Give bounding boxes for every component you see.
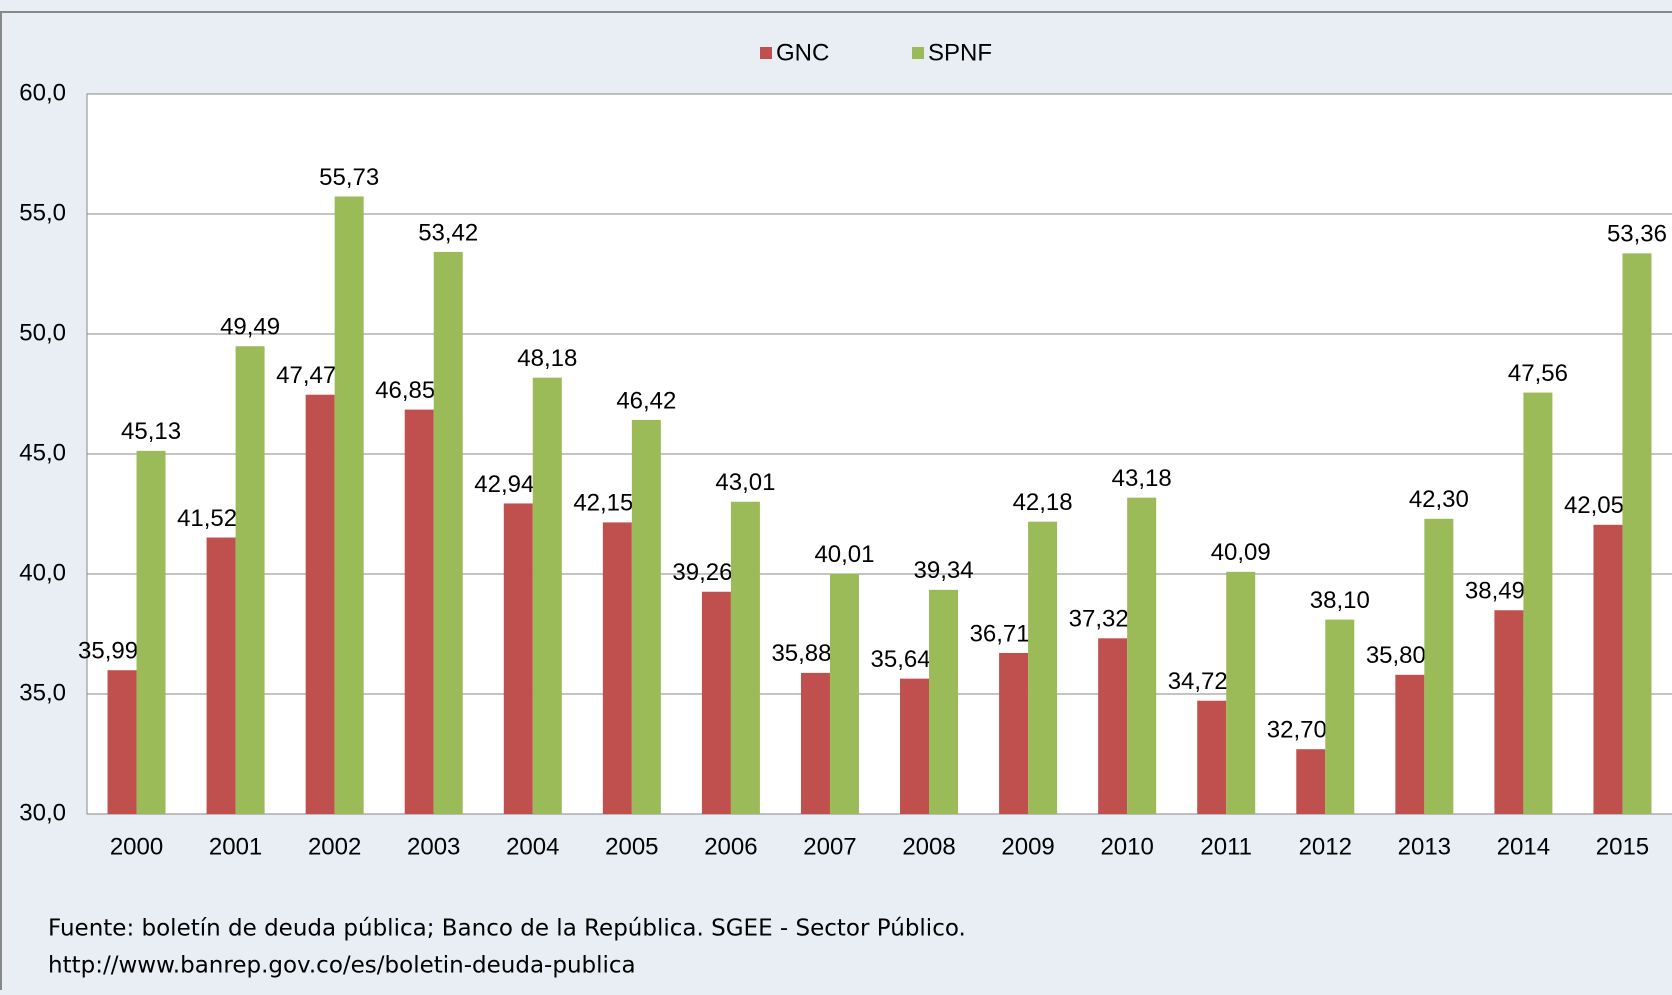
bar <box>1395 674 1425 814</box>
legend-label: GNC <box>776 39 829 66</box>
x-tick-label: 2013 <box>1398 833 1451 860</box>
bar <box>136 450 166 814</box>
bar <box>1028 521 1058 814</box>
value-label: 35,64 <box>871 646 931 673</box>
source-url: http://www.banrep.gov.co/es/boletin-deud… <box>48 953 636 979</box>
x-tick-label: 2012 <box>1299 833 1352 860</box>
x-tick-label: 2004 <box>506 833 559 860</box>
y-tick-label: 50,0 <box>19 319 66 346</box>
bar <box>433 251 463 815</box>
x-tick-label: 2001 <box>209 833 262 860</box>
bar <box>1593 524 1623 814</box>
value-label: 42,18 <box>1013 489 1073 516</box>
value-label: 42,15 <box>573 490 633 517</box>
value-label: 39,26 <box>672 559 732 586</box>
bar <box>206 537 236 814</box>
bar <box>1296 749 1326 814</box>
bar <box>334 196 364 815</box>
value-label: 43,01 <box>715 469 775 496</box>
bar <box>503 503 533 814</box>
value-label: 42,30 <box>1409 486 1469 513</box>
source-note: Fuente: boletín de deuda pública; Banco … <box>48 916 966 942</box>
value-label: 47,56 <box>1508 360 1568 387</box>
x-tick-label: 2011 <box>1200 833 1252 860</box>
value-label: 35,99 <box>78 638 138 665</box>
value-label: 53,42 <box>418 219 478 246</box>
bar <box>532 377 562 814</box>
value-label: 41,52 <box>177 505 237 532</box>
value-label: 38,49 <box>1465 578 1525 605</box>
bar <box>900 678 930 814</box>
x-tick-label: 2009 <box>1001 833 1054 860</box>
x-tick-label: 2000 <box>110 833 163 860</box>
bar <box>404 409 434 814</box>
value-label: 40,01 <box>814 541 874 568</box>
legend-swatch <box>912 47 924 59</box>
y-tick-label: 40,0 <box>19 559 66 586</box>
value-label: 42,05 <box>1564 492 1624 519</box>
value-label: 48,18 <box>517 345 577 372</box>
y-tick-label: 55,0 <box>19 199 66 226</box>
legend-label: SPNF <box>928 39 992 66</box>
x-tick-label: 2006 <box>704 833 757 860</box>
value-label: 42,94 <box>474 471 534 498</box>
bar <box>1523 392 1553 814</box>
bar <box>1622 253 1652 815</box>
value-label: 53,36 <box>1607 221 1667 248</box>
bar <box>701 591 731 814</box>
y-tick-label: 35,0 <box>19 679 66 706</box>
value-label: 37,32 <box>1069 606 1129 633</box>
bar <box>107 670 137 814</box>
value-label: 35,88 <box>771 640 831 667</box>
value-label: 34,72 <box>1168 668 1228 695</box>
bar <box>829 573 859 814</box>
x-tick-label: 2002 <box>308 833 361 860</box>
value-label: 46,85 <box>375 377 435 404</box>
bar <box>305 394 335 814</box>
bar <box>1494 610 1524 814</box>
value-label: 35,80 <box>1366 642 1426 669</box>
bar <box>602 522 632 814</box>
bar <box>1325 619 1355 814</box>
bar <box>631 419 661 814</box>
value-label: 36,71 <box>970 620 1030 647</box>
bar <box>800 672 830 814</box>
bar <box>235 346 265 814</box>
bar <box>1197 700 1227 814</box>
bar <box>730 501 760 814</box>
value-label: 40,09 <box>1211 539 1271 566</box>
x-tick-label: 2015 <box>1596 833 1649 860</box>
value-label: 38,10 <box>1310 587 1370 614</box>
y-tick-label: 45,0 <box>19 439 66 466</box>
x-tick-label: 2003 <box>407 833 460 860</box>
value-label: 47,47 <box>276 362 336 389</box>
value-label: 32,70 <box>1267 717 1327 744</box>
y-tick-label: 30,0 <box>19 799 66 826</box>
value-label: 39,34 <box>914 557 974 584</box>
bar <box>929 589 959 814</box>
bar <box>1098 638 1128 814</box>
value-label: 49,49 <box>220 314 280 341</box>
bar <box>999 652 1029 814</box>
y-tick-label: 60,0 <box>19 79 66 106</box>
legend-swatch <box>760 47 772 59</box>
bar <box>1226 571 1256 814</box>
value-label: 43,18 <box>1112 465 1172 492</box>
x-tick-label: 2007 <box>803 833 856 860</box>
x-tick-label: 2014 <box>1497 833 1550 860</box>
x-tick-label: 2008 <box>902 833 955 860</box>
bar <box>1424 518 1454 814</box>
x-tick-label: 2010 <box>1100 833 1153 860</box>
value-label: 45,13 <box>121 418 181 445</box>
bar <box>1127 497 1157 814</box>
value-label: 55,73 <box>319 164 379 191</box>
x-tick-label: 2005 <box>605 833 658 860</box>
value-label: 46,42 <box>616 387 676 414</box>
